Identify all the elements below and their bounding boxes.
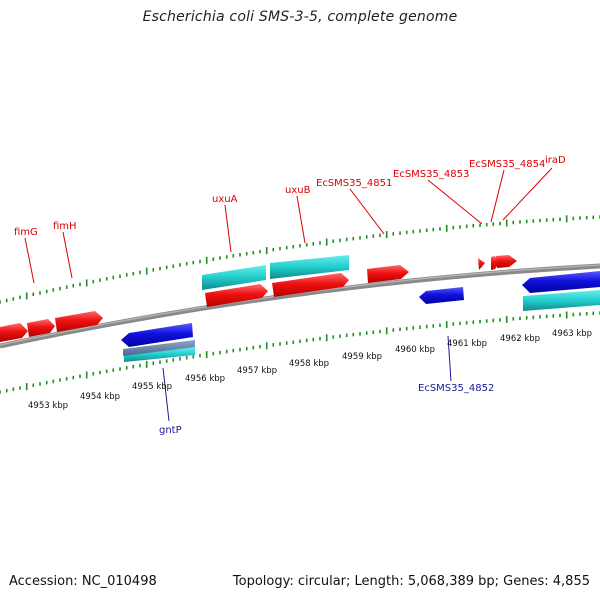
red-leader-lines — [24, 167, 553, 284]
scale-label-4963: 4963 kbp — [552, 329, 592, 339]
gene-uxuB-red-arrow — [272, 273, 349, 297]
gene-fimG-arrow — [0, 323, 28, 342]
scale-labels: 4953 kbp 4954 kbp 4955 kbp 4956 kbp 4957… — [28, 329, 592, 411]
leader-uxuA — [224, 204, 232, 253]
genome-summary-text: Topology: circular; Length: 5,068,389 bp… — [232, 574, 590, 589]
gene-gntP-arrow — [121, 323, 193, 347]
blue-leader-lines — [162, 335, 452, 422]
scale-label-4958: 4958 kbp — [289, 359, 329, 369]
scale-label-4960: 4960 kbp — [395, 345, 435, 355]
outer-scale-ticks — [0, 215, 600, 304]
cds-uxuA — [202, 265, 266, 290]
leader-EcSMS35-4853 — [427, 179, 483, 225]
scale-label-4957: 4957 kbp — [237, 366, 277, 376]
scale-label-4953: 4953 kbp — [28, 401, 68, 411]
gene-EcSMS35-4851-arrow — [367, 265, 409, 283]
gene-uxuA-red-arrow — [205, 284, 268, 307]
gene-label-iraD: iraD — [545, 155, 566, 166]
gene-label-EcSMS35-4852: EcSMS35_4852 — [418, 383, 494, 394]
gene-EcSMS35-4853-arrow — [478, 258, 485, 270]
gene-label-uxuA: uxuA — [212, 194, 238, 205]
leader-iraD — [502, 167, 553, 221]
gene-fimH-arrow — [55, 311, 103, 332]
leader-gntP — [162, 367, 170, 422]
feature-gntP-steel — [123, 340, 195, 356]
scale-label-4956: 4956 kbp — [185, 374, 225, 384]
cds-features — [123, 255, 600, 362]
gene-label-fimG: fimG — [14, 227, 38, 238]
gene-label-EcSMS35-4854: EcSMS35_4854 — [469, 159, 545, 170]
gene-iraD-arrow — [496, 255, 517, 268]
gene-label-fimH: fimH — [53, 221, 77, 232]
gene-label-EcSMS35-4851: EcSMS35_4851 — [316, 178, 392, 189]
forward-genes — [0, 255, 517, 342]
scale-label-4959: 4959 kbp — [342, 352, 382, 362]
genome-backbone — [0, 263, 600, 349]
gene-fimF-arrow — [27, 319, 55, 337]
backbone-highlight — [0, 264, 600, 346]
leader-fimH — [62, 231, 73, 279]
inner-scale-ticks — [0, 311, 600, 394]
cds-gntP — [124, 347, 195, 362]
leader-EcSMS35-4852 — [447, 335, 452, 382]
cds-uxuB — [270, 255, 349, 279]
cds-right — [523, 290, 600, 311]
leader-EcSMS35-4854 — [490, 169, 505, 223]
scale-label-4962: 4962 kbp — [500, 334, 540, 344]
leader-fimG — [24, 237, 35, 284]
leader-uxuB — [296, 195, 306, 244]
scale-label-4954: 4954 kbp — [80, 392, 120, 402]
gene-label-uxuB: uxuB — [285, 185, 311, 196]
map-title: Escherichia coli SMS-3-5, complete genom… — [142, 9, 458, 25]
scale-label-4955: 4955 kbp — [132, 382, 172, 392]
leader-EcSMS35-4851 — [349, 188, 385, 235]
gene-EcSMS35-4852-arrow — [419, 287, 464, 304]
scale-label-4961: 4961 kbp — [447, 339, 487, 349]
gene-right-blue-arrow — [522, 271, 600, 293]
gene-label-gntP: gntP — [159, 425, 182, 436]
gene-label-EcSMS35-4853: EcSMS35_4853 — [393, 169, 469, 180]
accession-text: Accession: NC_010498 — [9, 574, 157, 589]
reverse-genes — [121, 271, 600, 347]
